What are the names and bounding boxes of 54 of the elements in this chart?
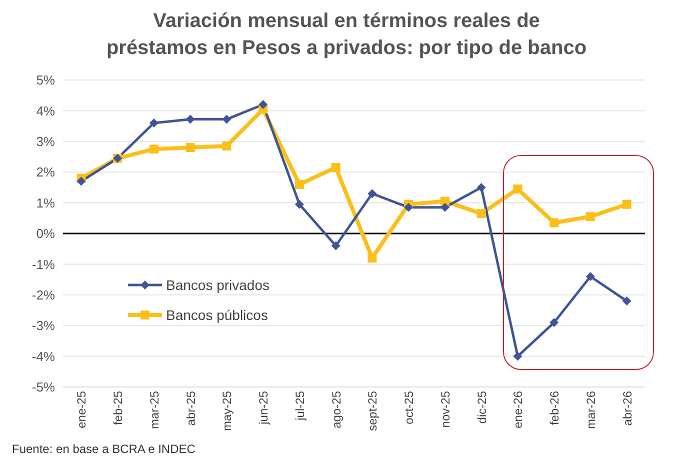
point <box>76 176 86 186</box>
point <box>622 200 632 209</box>
point <box>331 162 340 172</box>
x-tick-label: abr-26 <box>620 390 634 426</box>
y-tick-label: 2% <box>36 164 56 180</box>
point <box>258 100 268 110</box>
x-tick-label: oct-25 <box>402 390 416 424</box>
x-tick-label: feb-26 <box>548 390 562 426</box>
chart-title: Variación mensual en términos reales de préstamos en Pesos a privados: por tipo de banco <box>105 9 588 61</box>
x-tick-label: dic-25 <box>474 390 489 424</box>
y-tick-label: 1% <box>36 195 56 210</box>
y-tick-label: -3% <box>32 318 56 334</box>
point <box>294 180 304 189</box>
point <box>513 352 522 361</box>
x-tick-label: may-25 <box>220 390 234 432</box>
point <box>476 182 486 192</box>
point <box>586 212 595 222</box>
x-tick-label: abr-25 <box>184 390 198 426</box>
y-tick-label: 5% <box>36 72 56 88</box>
point <box>149 144 158 154</box>
x-tick-label: ene-26 <box>511 390 526 428</box>
x-tick-label: mar-25 <box>147 390 162 430</box>
source-note: Fuente: en base a BCRA e INDEC <box>12 442 196 456</box>
y-tick-label: -5% <box>32 380 56 395</box>
x-tick-label: feb-25 <box>111 390 126 426</box>
point <box>550 318 559 328</box>
x-tick-label: mar-26 <box>584 390 598 430</box>
point <box>550 218 559 228</box>
point <box>622 296 632 306</box>
point <box>149 118 158 128</box>
x-tick-label: ago-25 <box>329 390 344 428</box>
y-tick-label: -2% <box>32 288 56 303</box>
point <box>513 184 522 194</box>
point <box>331 241 340 250</box>
x-tick-label: jun-25 <box>256 390 271 426</box>
y-tick-label: -4% <box>32 348 56 364</box>
point <box>404 202 414 212</box>
legend-label: Bancos públicos <box>166 307 268 323</box>
y-tick-label: 4% <box>36 103 56 118</box>
point <box>222 142 232 151</box>
point <box>586 272 595 281</box>
y-tick-label: 0% <box>36 226 56 242</box>
x-tick-label: nov-25 <box>438 390 452 428</box>
x-tick-label: ene-25 <box>74 390 89 428</box>
point <box>476 209 486 218</box>
x-tick-label: jul-25 <box>292 390 307 422</box>
point <box>368 254 377 263</box>
point <box>186 143 195 152</box>
legend-label: Bancos privados <box>166 277 270 293</box>
y-tick-label: -1% <box>32 256 56 272</box>
y-tick-label: 3% <box>36 134 56 150</box>
point <box>294 200 304 209</box>
x-tick-label: sept-25 <box>366 390 380 432</box>
point <box>368 189 377 198</box>
